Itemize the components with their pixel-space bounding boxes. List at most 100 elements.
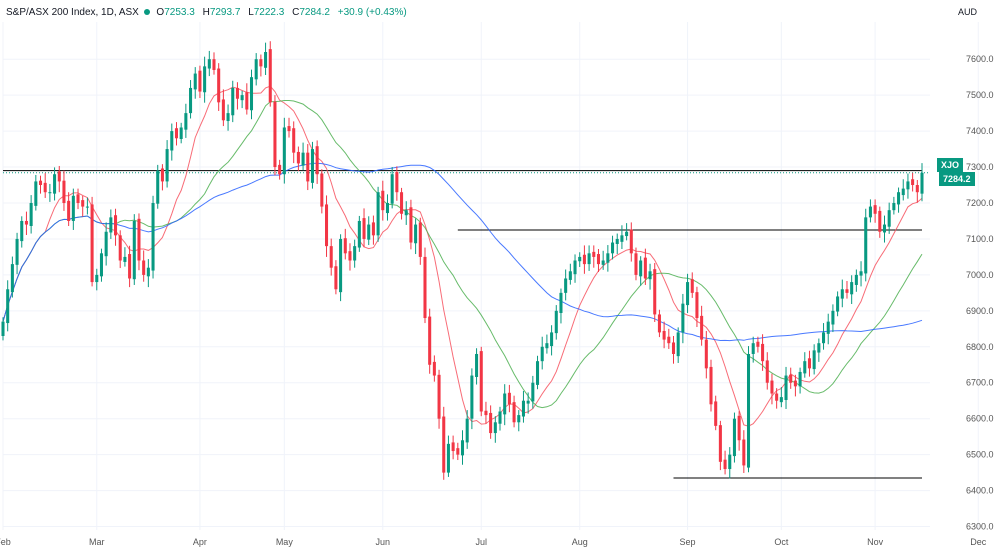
candle-body <box>892 202 896 211</box>
candle-body <box>737 415 741 441</box>
candle-body <box>85 206 89 208</box>
candle-body <box>6 289 10 324</box>
candle-body <box>489 412 493 434</box>
open-value: 7253.3 <box>164 7 195 18</box>
change-value: +30.9 (+0.43%) <box>337 7 407 18</box>
candle-body <box>728 454 732 470</box>
candle-body <box>38 180 43 186</box>
ma-fast-line <box>2 85 923 427</box>
candle-body <box>784 375 788 400</box>
candle-body <box>254 59 258 80</box>
candle-body <box>329 246 333 268</box>
candle-body <box>756 341 760 347</box>
y-tick-label: 6800.0 <box>966 342 994 352</box>
candle-body <box>1 321 5 337</box>
candle-body <box>554 310 558 334</box>
candle-body <box>704 339 708 369</box>
candle-body <box>395 172 399 193</box>
x-tick-label: Oct <box>774 537 789 547</box>
candle-body <box>686 282 690 306</box>
candle-body <box>465 418 469 443</box>
candle-body <box>709 366 713 405</box>
candle-body <box>625 231 629 237</box>
candle-body <box>681 303 685 333</box>
candle-body <box>657 314 661 333</box>
candle-body <box>81 200 85 207</box>
candle-body <box>371 222 375 236</box>
candle-body <box>850 282 854 295</box>
candle-body <box>648 271 652 280</box>
candle-body <box>207 59 211 69</box>
candle-body <box>770 380 774 394</box>
candle-body <box>676 332 680 357</box>
candle-body <box>146 267 150 277</box>
candle-body <box>160 168 164 182</box>
candle-body <box>592 251 596 257</box>
time-axis[interactable]: Feb Mar Apr May Jun Jul Aug Sep Oct Nov Dec <box>0 537 987 547</box>
candle-body <box>156 170 160 204</box>
candle-body <box>268 49 272 103</box>
candle-body <box>278 164 282 175</box>
candle-body <box>718 425 722 462</box>
candle-body <box>545 343 549 349</box>
candle-body <box>831 310 835 325</box>
y-tick-label: 6400.0 <box>966 486 994 496</box>
x-tick-label: Jul <box>475 537 487 547</box>
candle-body <box>535 361 540 385</box>
candle-body <box>53 174 57 194</box>
legend-header[interactable]: S&P/ASX 200 Index, 1D, ASX O7253.3 H7293… <box>6 7 407 18</box>
candle-body <box>803 361 807 374</box>
candle-body <box>212 59 216 70</box>
candle-body <box>99 253 103 277</box>
candle-body <box>95 274 99 283</box>
candle-body <box>723 459 727 470</box>
candle-body <box>231 87 235 116</box>
candle-body <box>901 188 905 196</box>
candle-body <box>400 192 404 214</box>
candle-body <box>714 401 718 426</box>
high-value: 7293.7 <box>209 7 241 18</box>
candle-body <box>381 190 385 211</box>
candle-body <box>423 256 427 319</box>
y-tick-label: 7000.0 <box>966 270 994 280</box>
candle-body <box>165 149 169 182</box>
y-tick-label: 7600.0 <box>966 54 994 64</box>
x-tick-label: Sep <box>680 537 696 547</box>
candle-body <box>479 351 483 412</box>
candle-body <box>897 192 901 205</box>
candle-body <box>184 113 188 130</box>
candle-body <box>606 253 610 263</box>
candle-body <box>475 353 479 377</box>
candle-body <box>840 289 844 299</box>
candle-body <box>446 443 450 473</box>
candle-body <box>868 206 872 218</box>
chart-grid <box>2 22 979 530</box>
candle-body <box>249 77 254 111</box>
candle-body <box>564 278 568 293</box>
candlesticks <box>1 41 924 480</box>
candle-body <box>29 202 33 226</box>
candle-body <box>301 152 305 166</box>
symbol-label[interactable]: S&P/ASX 200 Index, 1D, ASX <box>6 7 139 18</box>
candle-body <box>62 180 66 203</box>
candle-body <box>109 217 113 233</box>
candle-body <box>376 192 380 236</box>
candle-body <box>189 87 193 114</box>
candle-body <box>559 292 563 313</box>
candle-body <box>198 70 202 92</box>
candle-body <box>339 238 343 293</box>
candle-body <box>315 146 319 175</box>
candle-body <box>526 400 530 404</box>
candle-body <box>915 185 919 193</box>
candle-body <box>775 393 779 401</box>
price-axis[interactable]: 6300.0 6400.0 6500.0 6600.0 6700.0 6800.0 6900… <box>966 54 994 531</box>
candle-body <box>456 448 460 455</box>
candle-body <box>442 416 446 473</box>
candle-body <box>170 131 174 151</box>
x-tick-label: Feb <box>0 537 11 547</box>
candle-body <box>282 127 286 175</box>
candle-body <box>343 238 347 254</box>
candle-body <box>226 113 230 122</box>
candle-body <box>493 422 497 434</box>
